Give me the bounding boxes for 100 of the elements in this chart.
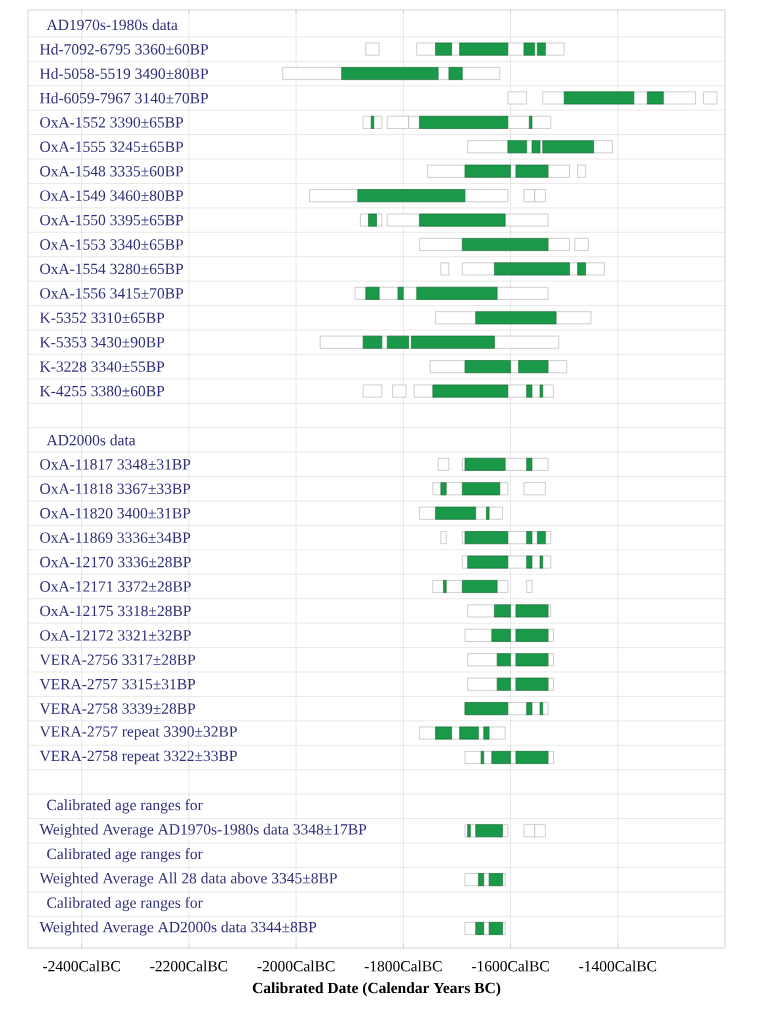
- bar: [496, 677, 511, 691]
- y-tick-label: OxA-1552 3390±65BP: [40, 117, 184, 128]
- bar: [392, 384, 407, 398]
- y-tick-label: OxA-12172 3321±32BP: [40, 630, 191, 641]
- y-tick-label: OxA-1555 3245±65BP: [40, 141, 184, 152]
- bar: [443, 580, 447, 593]
- y-tick-label: VERA-2758 repeat 3322±33BP: [39, 750, 237, 765]
- y-tick-label: OxA-12175 3318±28BP: [40, 605, 191, 617]
- bar: [464, 531, 509, 545]
- y-tick-label: Calibrated age ranges for: [47, 799, 203, 814]
- bar: [411, 335, 495, 349]
- bar: [467, 555, 509, 569]
- y-tick-label: OxA-11820 3400±31BP: [40, 507, 191, 519]
- bar: [507, 140, 527, 154]
- bar: [362, 335, 383, 349]
- y-tick-label: OxA-1556 3415±70BP: [40, 288, 184, 299]
- bar: [529, 115, 533, 129]
- bar: [448, 67, 463, 80]
- y-tick-label: OxA-1548 3335±60BP: [40, 165, 184, 177]
- x-tick-label: -2400CalBC: [43, 960, 120, 972]
- bar: [416, 286, 498, 300]
- bar: [419, 115, 509, 129]
- y-tick-label: VERA-2757 3315±31BP: [39, 678, 196, 690]
- bar: [577, 262, 586, 276]
- bar: [440, 531, 447, 545]
- y-tick-label: K-5352 3310±65BP: [39, 312, 165, 324]
- bar: [526, 384, 533, 398]
- y-tick-label: AD1970s-1980s data: [46, 19, 178, 31]
- bar: [515, 164, 549, 178]
- bar: [526, 531, 533, 545]
- y-tick-label: K-4255 3380±60BP: [39, 385, 165, 397]
- bar: [537, 531, 546, 545]
- bar: [432, 384, 509, 398]
- y-tick-label: OxA-1553 3340±65BP: [40, 239, 184, 250]
- bar: [440, 262, 450, 276]
- bar: [419, 213, 506, 227]
- bar: [475, 922, 485, 935]
- bar: [526, 555, 533, 569]
- bar: [703, 91, 718, 105]
- bar: [494, 604, 511, 618]
- bar: [494, 262, 570, 276]
- y-tick-label: OxA-12171 3372±28BP: [40, 581, 191, 592]
- bar: [357, 189, 466, 203]
- bar: [507, 91, 527, 105]
- bar: [515, 677, 549, 691]
- bar: [464, 164, 511, 178]
- bar: [646, 91, 664, 105]
- bar: [440, 482, 447, 496]
- x-axis-title: Calibrated Date (Calendar Years BC): [252, 982, 501, 997]
- bar: [563, 91, 635, 105]
- x-tick-label: -2000CalBC: [257, 960, 335, 972]
- bar: [577, 164, 586, 178]
- bar: [461, 580, 498, 593]
- x-tick-label: -1400CalBC: [579, 960, 657, 972]
- y-tick-label: Calibrated age ranges for: [47, 848, 203, 863]
- bar: [435, 42, 452, 56]
- bar: [362, 384, 383, 398]
- y-tick-label: Hd-5058-5519 3490±80BP: [39, 68, 209, 79]
- bar: [464, 360, 511, 374]
- bar: [496, 653, 511, 667]
- y-tick-label: VERA-2758 3339±28BP: [39, 703, 196, 714]
- bar: [480, 751, 485, 764]
- y-tick-label: VERA-2757 repeat 3390±32BP: [39, 726, 237, 740]
- y-tick-label: OxA-11818 3367±33BP: [40, 483, 191, 495]
- bar: [515, 604, 549, 618]
- bar: [365, 286, 380, 300]
- bar: [475, 824, 503, 838]
- y-tick-label: VERA-2756 3317±28BP: [39, 654, 196, 666]
- y-tick-label: OxA-11869 3336±34BP: [40, 532, 191, 543]
- x-tick-label: -1600CalBC: [471, 960, 549, 972]
- bar: [523, 42, 535, 56]
- bar: [478, 873, 485, 887]
- bar: [523, 482, 546, 496]
- y-tick-label: Weighted Average AD1970s-1980s data 3348±17BP: [39, 823, 367, 838]
- bar: [459, 726, 479, 740]
- bar: [459, 42, 509, 56]
- bar: [464, 457, 506, 471]
- bar: [515, 751, 549, 764]
- x-tick-label: -1800CalBC: [364, 960, 442, 972]
- bar: [515, 628, 549, 642]
- y-tick-label: OxA-1554 3280±65BP: [40, 263, 184, 275]
- bar: [397, 286, 404, 300]
- bar: [370, 115, 375, 129]
- bar: [341, 67, 439, 80]
- y-tick-label: Hd-6059-7967 3140±70BP: [39, 92, 209, 104]
- y-tick-label: K-5353 3430±90BP: [39, 336, 165, 348]
- y-tick-label: OxA-1549 3460±80BP: [40, 190, 184, 201]
- bar: [537, 42, 546, 56]
- bar: [486, 506, 490, 520]
- bar: [574, 238, 589, 251]
- bar: [526, 580, 533, 593]
- bar: [435, 726, 452, 740]
- bar: [526, 457, 533, 471]
- bar: [488, 873, 503, 887]
- y-tick-label: OxA-1550 3395±65BP: [40, 214, 184, 226]
- y-tick-label: AD2000s data: [46, 434, 136, 446]
- bar: [483, 726, 490, 740]
- y-tick-label: Calibrated age ranges for: [47, 896, 203, 912]
- bar: [539, 384, 544, 398]
- bar: [539, 555, 544, 569]
